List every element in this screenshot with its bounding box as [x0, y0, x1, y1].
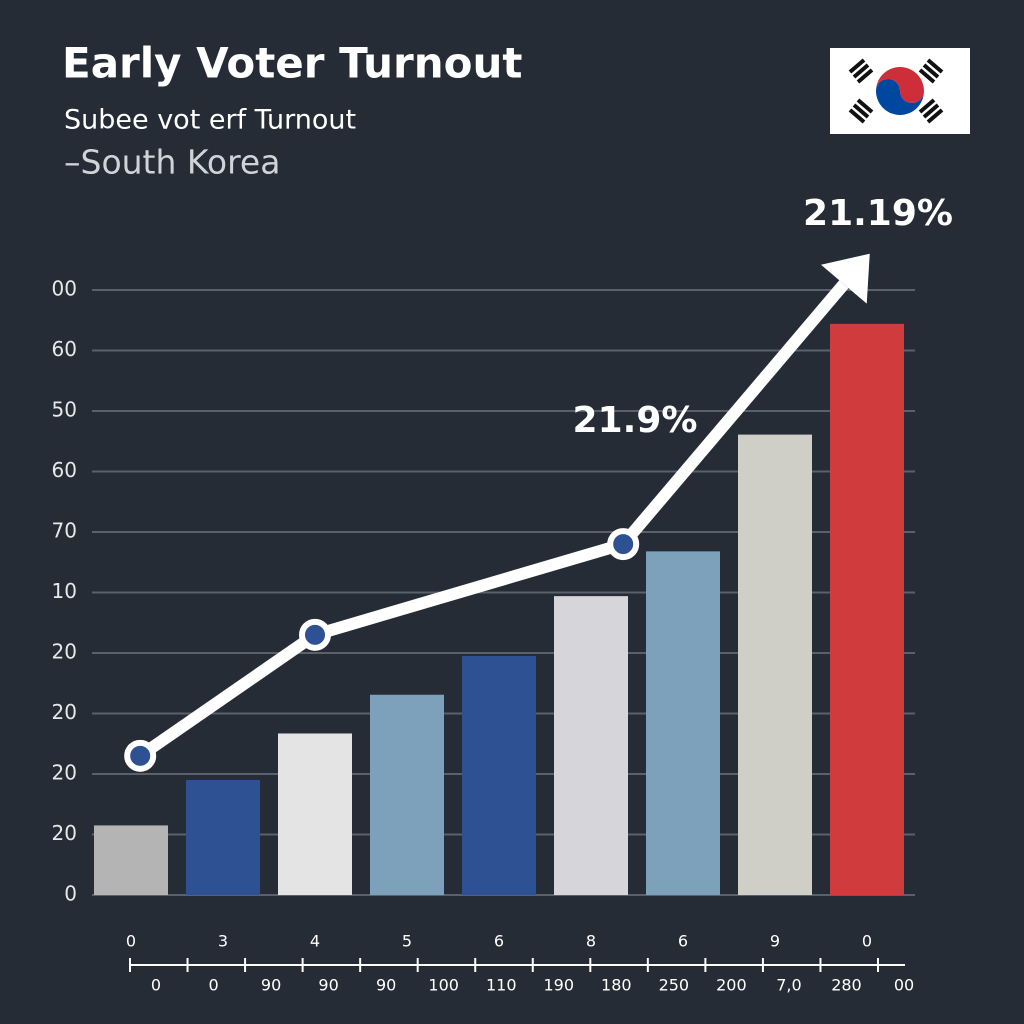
y-tick-label: 20	[52, 761, 77, 785]
x2-tick-label: 110	[486, 976, 517, 995]
x2-tick-label: 90	[376, 976, 396, 995]
trend-point	[124, 739, 157, 772]
y-tick-label: 60	[52, 458, 77, 482]
x2-tick-label: 7,0	[776, 976, 801, 995]
x2-tick-label: 90	[318, 976, 338, 995]
x2-tick-label: 0	[208, 976, 218, 995]
trend-point	[299, 618, 331, 651]
flag-trigrams	[848, 58, 944, 124]
x2-tick-label: 250	[659, 976, 690, 995]
bar	[94, 825, 168, 895]
x-tick-label: 3	[218, 932, 228, 951]
trend-line	[136, 280, 849, 761]
y-tick-label: 00	[52, 277, 77, 301]
y-tick-label: 60	[52, 337, 77, 361]
bar	[278, 733, 352, 895]
y-tick-label: 50	[52, 398, 77, 422]
annotation: 21.19%	[803, 193, 953, 234]
x2-tick-label: 200	[716, 976, 747, 995]
chart-subtitle: Subee vot erf Turnout	[64, 105, 356, 136]
x2-tick-label: 190	[543, 976, 574, 995]
x-tick-label: 8	[586, 932, 596, 951]
bar	[554, 596, 628, 895]
flag-red	[876, 67, 924, 103]
x-tick-label: 6	[678, 932, 688, 951]
annotation: 21.9%	[573, 400, 698, 441]
x-tick-label: 6	[494, 932, 504, 951]
chart-title: Early Voter Turnout	[62, 39, 522, 88]
bar	[186, 780, 260, 895]
y-tick-label: 10	[52, 579, 77, 603]
bar	[646, 551, 720, 895]
bar	[830, 323, 904, 895]
trend-point	[607, 528, 640, 561]
flag-blue	[876, 79, 924, 115]
y-tick-label: 20	[52, 640, 77, 664]
y-tick-label: 70	[52, 519, 77, 543]
bar	[462, 656, 536, 895]
chart-subtitle: –South Korea	[64, 143, 280, 182]
y-tick-label: 20	[52, 821, 77, 845]
x-tick-label: 4	[310, 932, 320, 951]
x-tick-label: 9	[770, 932, 780, 951]
bar	[738, 434, 812, 895]
bar	[370, 694, 444, 895]
y-tick-label: 20	[52, 700, 77, 724]
x-tick-label: 0	[862, 932, 872, 951]
x-tick-label: 5	[402, 932, 412, 951]
arrow-head	[821, 253, 870, 304]
flag	[830, 48, 970, 134]
y-tick-label: 0	[64, 882, 77, 906]
x-tick-label: 0	[126, 932, 136, 951]
x2-tick-label: 90	[261, 976, 281, 995]
x2-tick-label: 280	[831, 976, 862, 995]
x2-tick-label: 180	[601, 976, 632, 995]
x2-tick-label: 100	[428, 976, 459, 995]
x2-tick-label: 0	[151, 976, 161, 995]
x2-tick-label: 00	[894, 976, 914, 995]
